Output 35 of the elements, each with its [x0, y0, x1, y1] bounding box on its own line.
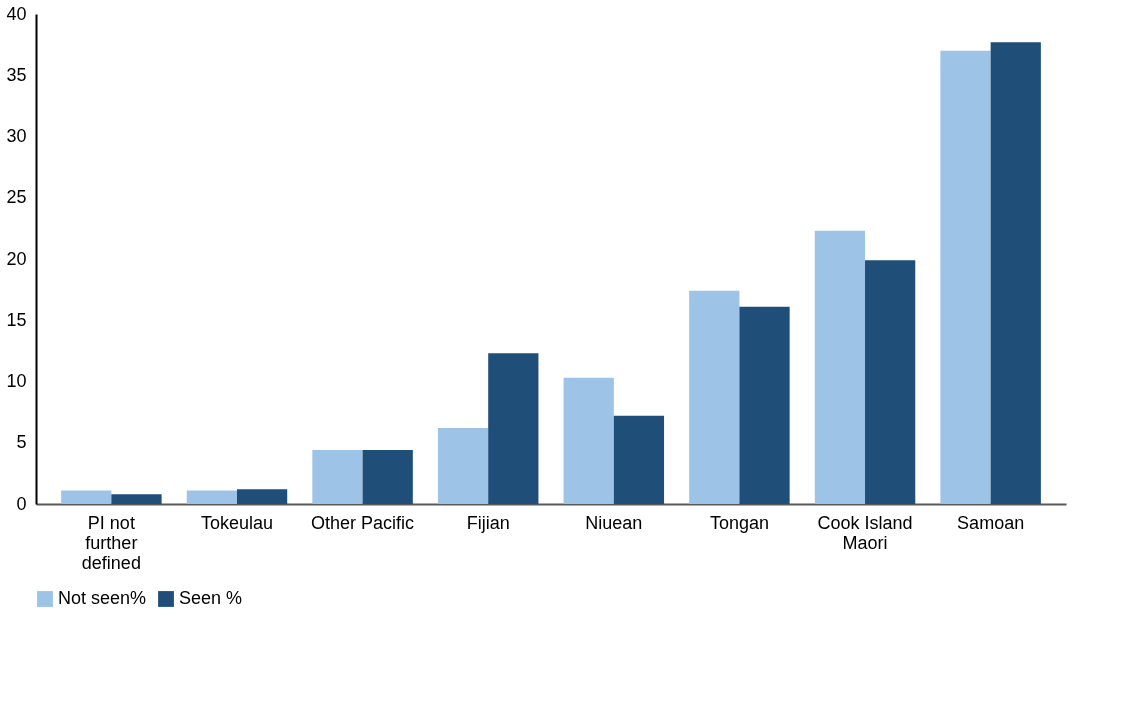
bar: [488, 353, 539, 504]
x-tick-label: Tokeulau: [200, 512, 274, 533]
y-tick-label: 40: [6, 3, 27, 24]
x-tick-label: Fijian: [466, 512, 510, 533]
bar: [865, 260, 916, 504]
y-tick-label: 10: [6, 371, 27, 391]
bar: [111, 494, 162, 504]
y-tick-label: 15: [6, 309, 27, 330]
x-tick-label: Samoan: [957, 512, 1025, 533]
bar: [940, 50, 991, 504]
bar: [613, 415, 665, 504]
x-tick-label: Cook Island Maori: [817, 512, 913, 553]
y-tick-label: 5: [16, 432, 27, 453]
x-tick-label: Niuean: [585, 512, 643, 533]
legend-label: Not seen%: [58, 588, 147, 608]
bar: [563, 377, 614, 504]
bar: [814, 230, 866, 504]
bar: [236, 489, 288, 504]
bar: [186, 490, 237, 504]
y-tick-label: 35: [6, 64, 27, 85]
bar: [312, 450, 363, 504]
bar: [689, 290, 740, 504]
bar: [990, 42, 1041, 504]
y-tick-label: 20: [6, 248, 27, 269]
x-tick-label: Tongan: [709, 512, 769, 533]
bar: [61, 490, 112, 504]
x-tick-label: PI not further defined: [81, 512, 141, 573]
legend-label: Seen %: [179, 588, 243, 608]
bar: [362, 450, 413, 504]
y-tick-label: 25: [6, 187, 27, 208]
x-tick-label: Other Pacific: [311, 512, 415, 533]
bar: [739, 306, 790, 504]
y-tick-label: 0: [16, 493, 27, 514]
bar: [437, 428, 489, 504]
y-tick-label: 30: [6, 126, 27, 146]
